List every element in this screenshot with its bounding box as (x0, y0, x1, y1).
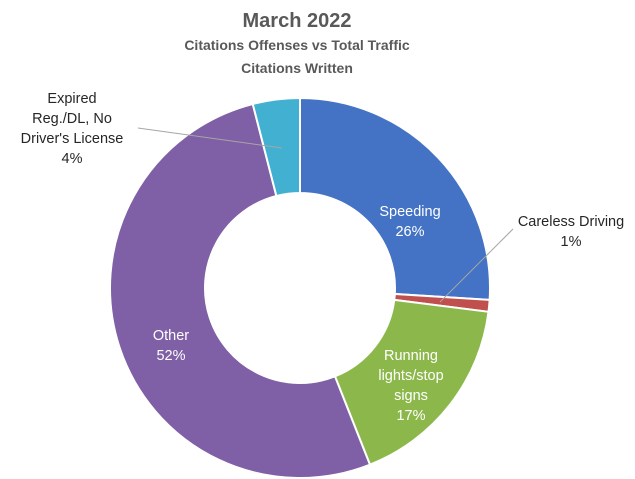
data-labels: Speeding 26% Careless Driving 1% Running ligh… (21, 91, 625, 424)
slices (109, 96, 491, 479)
data-label-running-lights-stop-signs: Running lights/stop signs 17% (378, 348, 443, 424)
slice-speeding (299, 96, 491, 301)
leader-lines (137, 127, 514, 303)
data-label-expired-reg-dl-no-driver-s-license: Expired Reg./DL, No Driver's License 4% (21, 91, 124, 167)
slice-other (109, 102, 372, 479)
chart-subtitle-line-2: Citations Written (241, 60, 353, 76)
data-label-speeding: Speeding 26% (379, 204, 440, 240)
leader-line-expired-reg-dl-no-driver-s-license (137, 127, 283, 149)
chart-subtitle-line-1: Citations Offenses vs Total Traffic (184, 37, 410, 53)
leader-line-careless-driving (439, 228, 514, 303)
slice-running-lights-stop-signs (333, 298, 490, 466)
chart-title: March 2022 (243, 10, 352, 32)
data-label-careless-driving: Careless Driving 1% (518, 214, 624, 250)
data-label-other: Other 52% (153, 328, 189, 364)
